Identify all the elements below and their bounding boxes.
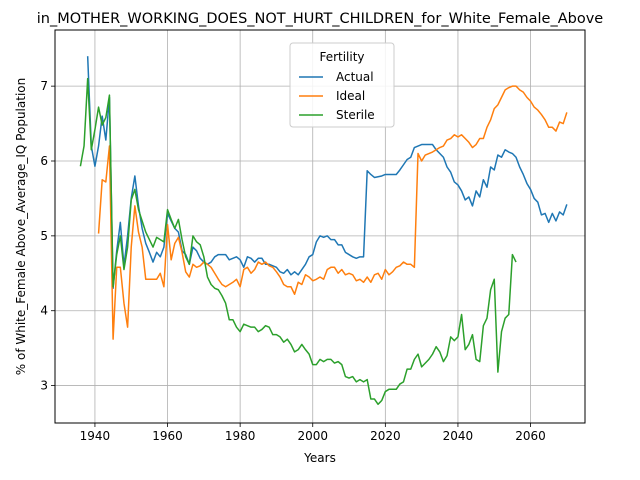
y-tick-label: 4 <box>40 304 48 318</box>
y-axis: 3 4 5 6 7 <box>40 79 55 393</box>
x-axis: 1940 1960 1980 2000 2020 2040 2060 <box>80 423 546 443</box>
x-tick-label: 1960 <box>152 429 183 443</box>
series-line-ideal <box>97 85 568 340</box>
y-tick-label: 3 <box>40 379 48 393</box>
y-axis-label: % of White_Female Above_Average_IQ Popul… <box>14 78 28 375</box>
x-tick-label: 2040 <box>443 429 474 443</box>
series-layer <box>79 56 568 406</box>
legend: Fertility Actual Ideal Sterile <box>289 42 395 128</box>
y-tick-label: 5 <box>40 229 48 243</box>
x-tick-label: 1980 <box>225 429 256 443</box>
legend-box <box>289 42 395 128</box>
series-line-sterile <box>79 77 517 406</box>
legend-label-ideal: Ideal <box>336 89 365 103</box>
x-tick-label: 1940 <box>80 429 111 443</box>
legend-title: Fertility <box>319 50 364 64</box>
x-tick-label: 2020 <box>370 429 401 443</box>
legend-label-actual: Actual <box>336 70 374 84</box>
x-tick-label: 2060 <box>515 429 546 443</box>
legend-label-sterile: Sterile <box>336 108 375 122</box>
plot-frame <box>54 29 586 424</box>
chart-title: in_MOTHER_WORKING_DOES_NOT_HURT_CHILDREN… <box>37 11 604 27</box>
x-axis-label: Years <box>303 451 336 465</box>
y-tick-label: 7 <box>40 79 48 93</box>
x-tick-label: 2000 <box>297 429 328 443</box>
y-tick-label: 6 <box>40 154 48 168</box>
